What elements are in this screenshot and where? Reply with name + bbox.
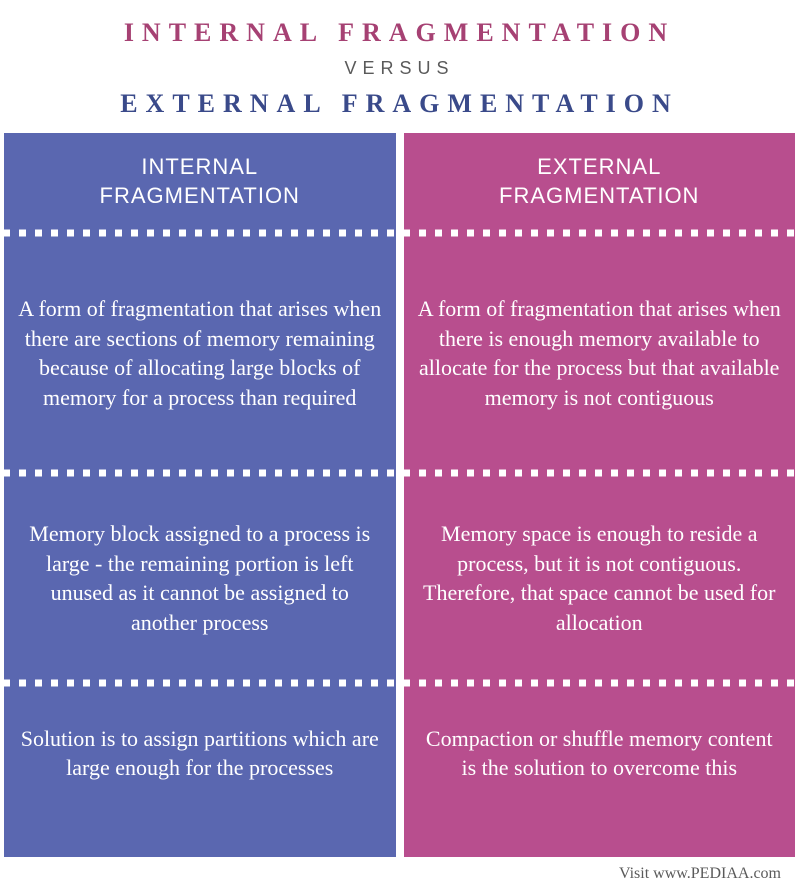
comparison-infographic: INTERNAL FRAGMENTATION VERSUS EXTERNAL F… (0, 0, 799, 893)
column-external: EXTERNALFRAGMENTATION A form of fragment… (404, 133, 796, 857)
cell-solution: Compaction or shuffle memory content is … (404, 688, 796, 818)
cell-definition: A form of fragmentation that arises when… (4, 238, 396, 468)
divider (404, 468, 796, 478)
column-header-internal: INTERNALFRAGMENTATION (4, 133, 396, 228)
header: INTERNAL FRAGMENTATION VERSUS EXTERNAL F… (0, 0, 799, 133)
cell-explanation: Memory space is enough to reside a proce… (404, 478, 796, 678)
divider (4, 678, 396, 688)
divider (404, 228, 796, 238)
cell-explanation: Memory block assigned to a process is la… (4, 478, 396, 678)
cell-solution: Solution is to assign partitions which a… (4, 688, 396, 818)
divider (4, 228, 396, 238)
column-header-external: EXTERNALFRAGMENTATION (404, 133, 796, 228)
title-external: EXTERNAL FRAGMENTATION (10, 89, 789, 119)
versus-label: VERSUS (10, 58, 789, 79)
divider (4, 468, 396, 478)
footer-credit: Visit www.PEDIAA.com (0, 857, 799, 893)
columns-wrapper: INTERNALFRAGMENTATION A form of fragment… (0, 133, 799, 857)
divider (404, 678, 796, 688)
column-internal: INTERNALFRAGMENTATION A form of fragment… (4, 133, 396, 857)
cell-definition: A form of fragmentation that arises when… (404, 238, 796, 468)
title-internal: INTERNAL FRAGMENTATION (10, 18, 789, 48)
